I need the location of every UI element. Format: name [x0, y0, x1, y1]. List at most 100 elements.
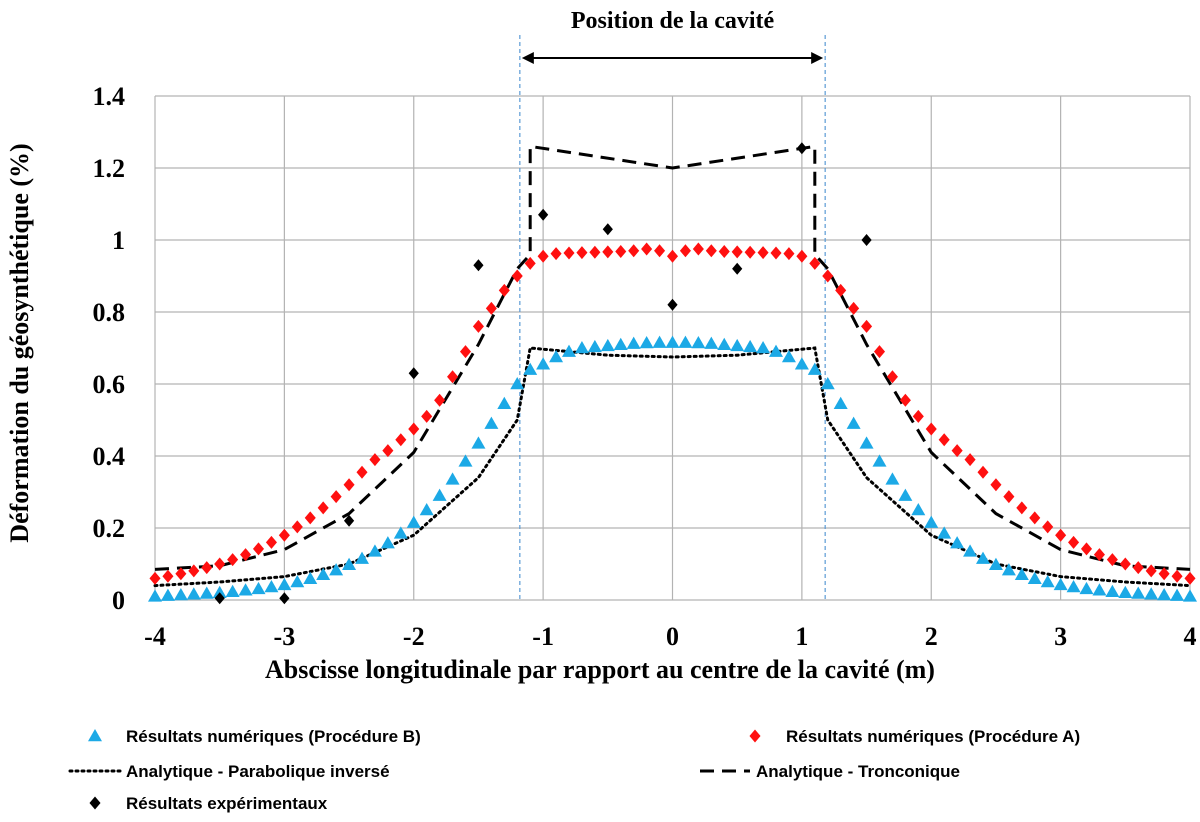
legend-item-1: Résultats numériques (Procédure A): [749, 727, 1080, 746]
point-0-72: [1079, 581, 1094, 595]
point-0-58: [898, 488, 913, 501]
point-1-57: [886, 370, 898, 384]
point-0-40: [665, 335, 680, 348]
point-1-10: [278, 528, 290, 542]
y-tick-label-0: 0: [112, 586, 125, 615]
point-0-9: [264, 580, 279, 593]
point-0-17: [367, 544, 382, 557]
point-0-46: [743, 339, 758, 353]
cavity-arrowhead-left: [521, 52, 534, 64]
y-tick-label-3: 0.6: [93, 370, 126, 399]
series-0: [148, 335, 1197, 602]
point-1-13: [317, 501, 329, 515]
point-1-45: [731, 245, 743, 259]
point-0-44: [717, 337, 732, 351]
point-1-8: [252, 542, 265, 556]
cavity-arrowhead-right: [811, 52, 824, 64]
point-1-37: [628, 244, 640, 258]
legend-label-2: Analytique - Parabolique inversé: [126, 762, 390, 781]
point-0-75: [1118, 585, 1133, 599]
point-0-50: [794, 357, 809, 370]
point-1-68: [1029, 511, 1041, 525]
point-0-25: [471, 436, 486, 449]
y-axis-title: Déformation du géosynthétique (%): [5, 143, 34, 542]
legend-item-0: Résultats numériques (Procédure B): [88, 727, 421, 746]
point-0-73: [1092, 583, 1107, 596]
point-0-6: [225, 584, 240, 597]
point-1-55: [861, 319, 873, 333]
point-0-33: [574, 341, 589, 354]
legend-item-3: Analytique - Tronconique: [700, 762, 960, 781]
point-0-15: [342, 557, 357, 570]
point-0-66: [1001, 563, 1016, 576]
point-0-42: [691, 335, 706, 349]
point-1-64: [977, 465, 989, 479]
point-1-76: [1132, 561, 1144, 575]
point-1-40: [666, 249, 679, 263]
point-0-36: [613, 337, 628, 351]
point-0-24: [458, 454, 473, 467]
point-0-62: [950, 536, 965, 549]
x-tick-label-3: -1: [532, 622, 554, 651]
point-1-49: [783, 247, 795, 261]
x-tick-label-6: 2: [925, 622, 938, 651]
point-1-34: [589, 245, 601, 259]
point-0-53: [833, 396, 848, 410]
point-1-80: [1184, 571, 1196, 585]
point-1-30: [537, 249, 549, 263]
point-0-74: [1105, 584, 1120, 597]
point-0-4: [199, 586, 214, 599]
series-line-3: [154, 144, 1191, 571]
point-0-23: [445, 472, 460, 485]
point-0-22: [432, 488, 447, 501]
point-1-71: [1068, 535, 1080, 549]
point-1-15: [343, 478, 355, 492]
point-4-9: [796, 142, 807, 155]
point-0-45: [730, 338, 745, 352]
gridlines: [154, 95, 1191, 601]
point-0-37: [626, 336, 641, 349]
point-4-7: [667, 298, 678, 311]
point-4-3: [408, 367, 419, 380]
point-1-67: [1016, 501, 1028, 515]
point-1-16: [356, 465, 368, 479]
point-1-20: [408, 422, 420, 436]
point-1-43: [705, 244, 717, 258]
point-4-5: [538, 208, 549, 221]
point-1-39: [654, 244, 666, 258]
point-0-13: [316, 567, 331, 581]
point-0-77: [1144, 587, 1159, 600]
point-1-65: [990, 478, 1002, 492]
point-0-16: [355, 551, 369, 564]
point-1-62: [951, 444, 963, 458]
point-0-26: [484, 416, 499, 429]
point-0-20: [406, 515, 421, 528]
point-1-22: [434, 393, 446, 407]
point-0-69: [1040, 575, 1055, 588]
point-1-52: [822, 269, 834, 283]
point-1-18: [382, 444, 394, 458]
point-1-56: [873, 345, 886, 359]
point-0-49: [781, 350, 796, 363]
point-1-60: [925, 422, 937, 436]
point-0-38: [639, 335, 654, 349]
point-1-38: [641, 242, 653, 256]
point-1-27: [498, 283, 510, 297]
point-0-78: [1157, 587, 1172, 601]
point-1-35: [602, 245, 614, 259]
point-1-0: [149, 571, 161, 585]
point-0-79: [1170, 588, 1185, 601]
point-0-27: [497, 396, 512, 410]
x-tick-label-2: -2: [403, 622, 425, 651]
point-1-5: [214, 557, 226, 571]
point-1-41: [679, 244, 691, 258]
x-tick-label-7: 3: [1054, 622, 1067, 651]
point-0-67: [1014, 567, 1029, 581]
point-0-11: [290, 575, 305, 588]
point-1-28: [511, 269, 523, 283]
point-1-58: [899, 393, 911, 407]
x-axis-title: Abscisse longitudinale par rapport au ce…: [265, 655, 935, 684]
point-1-33: [576, 246, 588, 260]
point-1-6: [227, 553, 239, 567]
